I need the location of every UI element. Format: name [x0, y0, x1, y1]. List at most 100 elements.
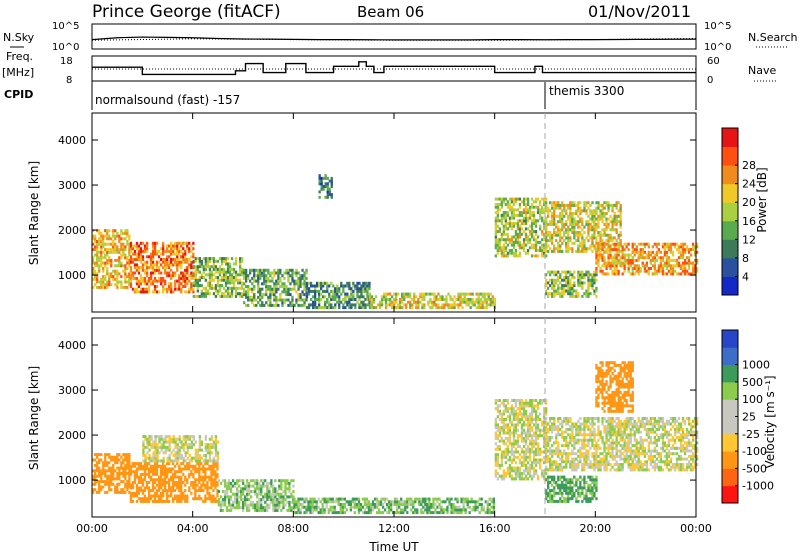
range-gate-cell-r8 [573, 201, 576, 205]
range-gate-cell-r0 [106, 283, 109, 287]
range-gate-cell-r8 [557, 225, 560, 229]
range-gate-cell-r5 [516, 420, 520, 424]
range-gate-cell-r1 [214, 475, 217, 479]
range-gate-cell-r10 [635, 267, 638, 270]
range-gate-cell-r5 [522, 420, 526, 424]
range-gate-cell-r4 [430, 511, 433, 515]
range-gate-cell-r4 [462, 497, 465, 501]
range-gate-cell-r2 [234, 286, 238, 290]
range-gate-cell-r2 [186, 443, 189, 447]
range-gate-cell-r3 [267, 271, 270, 275]
range-gate-cell-r8 [589, 225, 592, 229]
noise-right-tick-top: 10^5 [704, 21, 731, 32]
range-gate-cell-r2 [150, 435, 153, 439]
range-gate-cell-r8 [577, 206, 580, 210]
range-gate-cell-r1 [157, 494, 161, 498]
range-gate-cell-r0 [102, 480, 105, 484]
range-gate-cell-r7 [502, 238, 505, 242]
range-gate-cell-r2 [208, 292, 212, 296]
range-gate-cell-r3 [266, 487, 269, 491]
range-gate-cell-r1 [176, 497, 179, 501]
range-gate-cell-r7 [510, 251, 514, 255]
range-gate-cell-r7 [522, 230, 526, 234]
range-gate-cell-r8 [577, 233, 580, 237]
range-gate-cell-r8 [587, 206, 590, 210]
range-gate-cell-r3 [278, 500, 281, 504]
range-gate-cell-r4 [434, 511, 437, 515]
range-gate-cell-r7 [532, 211, 536, 215]
range-gate-cell-r1 [180, 491, 183, 495]
range-gate-cell-r8 [553, 233, 556, 237]
range-gate-cell-r1 [178, 470, 181, 474]
range-gate-cell-r1 [160, 282, 163, 286]
colorbar-tick-label-3: 16 [742, 215, 756, 228]
range-gate-cell-r3 [229, 495, 233, 499]
range-gate-cell-r7 [522, 200, 526, 204]
range-gate-cell-r10 [677, 250, 681, 254]
range-gate-cell-r1 [147, 467, 151, 471]
range-gate-cell-r8 [587, 239, 590, 243]
range-gate-cell-r1 [137, 489, 141, 493]
range-gate-cell-r3 [303, 276, 306, 280]
range-gate-cell-r2 [188, 437, 191, 441]
range-gate-cell-r10 [683, 248, 687, 252]
range-gate-cell-r10 [615, 250, 618, 254]
range-gate-cell-r0 [100, 258, 103, 262]
range-gate-cell-r2 [174, 454, 177, 457]
range-gate-cell-r0 [124, 469, 127, 473]
range-gate-cell-r3 [293, 271, 296, 275]
range-gate-cell-r3 [248, 492, 251, 496]
range-gate-cell-r3 [261, 287, 264, 291]
range-gate-cell-r1 [184, 475, 187, 479]
range-gate-cell-r4 [315, 500, 318, 504]
range-gate-cell-r4 [375, 511, 379, 515]
range-gate-cell-r0 [124, 474, 127, 478]
range-gate-cell-r0 [126, 261, 129, 265]
range-gate-cell-r10 [667, 256, 671, 260]
range-gate-cell-r7 [512, 211, 516, 215]
range-gate-cell-r0 [120, 229, 123, 233]
range-gate-cell-r10 [621, 261, 624, 265]
range-gate-cell-r4 [354, 298, 357, 301]
range-gate-cell-r8 [559, 244, 562, 248]
range-gate-cell-r0 [124, 463, 127, 467]
range-gate-cell-r10 [639, 267, 642, 270]
range-gate-cell-r1 [155, 472, 159, 476]
range-gate-cell-r0 [124, 272, 127, 276]
range-gate-cell-r1 [162, 462, 165, 466]
range-gate-cell-r9 [557, 286, 560, 290]
range-gate-cell-r9 [589, 281, 592, 285]
range-gate-cell-r6 [411, 306, 414, 310]
range-gate-cell-r2 [204, 278, 207, 282]
range-gate-cell-r3 [256, 481, 259, 485]
noise-left-tick-top: 10^5 [52, 21, 79, 32]
range-gate-cell-r3 [247, 290, 250, 294]
range-gate-cell-r4 [414, 500, 417, 504]
range-gate-cell-r0 [106, 267, 109, 270]
range-gate-cell-r8 [559, 236, 562, 240]
range-gate-cell-r5 [506, 453, 509, 457]
range-gate-cell-r8 [589, 222, 592, 226]
range-gate-cell-r1 [212, 478, 215, 482]
range-gate-cell-r0 [102, 469, 105, 473]
range-gate-cell-r1 [143, 489, 147, 493]
range-gate-cell-r0 [128, 469, 131, 473]
range-gate-cell-r1 [166, 497, 169, 501]
range-gate-cell-r0 [98, 229, 101, 233]
range-gate-cell-r2 [198, 257, 201, 261]
range-gate-cell-r3 [263, 303, 266, 307]
range-gate-cell-r5 [524, 399, 528, 402]
range-gate-cell-r6 [372, 298, 376, 301]
range-gate-cell-r8 [605, 220, 608, 224]
range-gate-cell-r5 [328, 193, 331, 197]
range-gate-cell-r0 [108, 277, 111, 281]
range-gate-cell-r10 [631, 258, 634, 262]
range-gate-cell-r8 [619, 233, 622, 237]
range-gate-cell-r3 [267, 303, 270, 307]
range-gate-cell-r10 [671, 242, 675, 246]
range-gate-cell-r4 [416, 511, 419, 515]
range-gate-cell-r0 [104, 264, 107, 268]
range-gate-cell-r3 [277, 279, 280, 283]
range-gate-cell-r2 [232, 286, 236, 290]
range-gate-cell-r10 [621, 264, 624, 268]
